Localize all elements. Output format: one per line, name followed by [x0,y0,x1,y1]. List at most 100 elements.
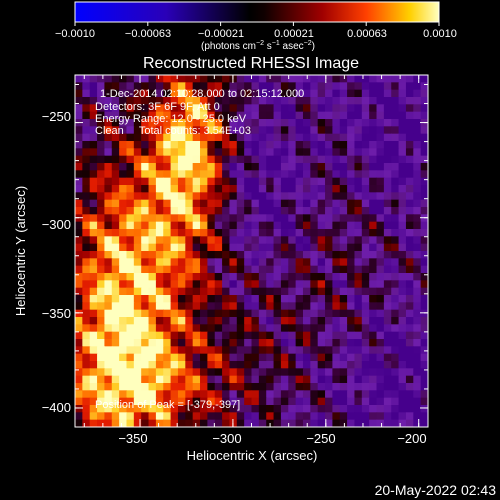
heatmap-cell [119,133,128,142]
heatmap-cell [391,133,400,142]
heatmap-cell [288,185,297,193]
heatmap-cell [222,104,231,113]
heatmap-cell [104,361,113,369]
heatmap-cell [266,302,275,311]
heatmap-cell [244,126,253,135]
heatmap-cell [141,361,150,369]
heatmap-cell [155,243,164,252]
heatmap-cell [222,148,231,157]
heatmap-cell [361,119,370,127]
heatmap-cell [376,273,385,281]
heatmap-cell [266,251,275,259]
heatmap-cell [302,177,311,186]
heatmap-cell [369,280,378,289]
heatmap-cell [104,170,113,179]
heatmap-cell [310,346,319,355]
heatmap-cell [82,361,91,369]
heatmap-cell [398,141,407,149]
heatmap-cell [251,412,260,421]
heatmap-cell [104,177,113,186]
heatmap-cell [111,375,120,384]
heatmap-cell [420,221,428,230]
heatmap-cell [75,309,83,318]
heatmap-cell [398,265,407,274]
heatmap-cell [347,75,356,83]
heatmap-cell [244,265,253,274]
heatmap-cell [236,397,245,406]
heatmap-cell [185,111,194,120]
heatmap-cell [163,295,172,303]
heatmap-cell [236,375,245,384]
heatmap-cell [273,324,282,333]
heatmap-cell [192,265,201,274]
heatmap-cell [119,302,128,311]
heatmap-cell [295,126,304,135]
heatmap-cell [236,89,245,98]
heatmap-cell [207,339,216,347]
heatmap-cell [288,346,297,355]
heatmap-cell [244,258,253,267]
heatmap-cell [133,397,142,406]
heatmap-cell [258,383,267,391]
heatmap-cell [170,243,179,252]
heatmap-cell [170,287,179,296]
heatmap-cell [185,258,194,267]
heatmap-cell [185,287,194,296]
heatmap-cell [398,317,407,325]
heatmap-cell [420,317,428,325]
heatmap-cell [229,89,238,98]
heatmap-cell [354,207,363,215]
heatmap-cell [200,126,208,135]
heatmap-cell [273,177,282,186]
heatmap-cell [280,405,289,413]
heatmap-cell [288,251,297,259]
heatmap-cell [391,155,400,164]
heatmap-cell [398,353,407,362]
heatmap-cell [391,126,400,135]
heatmap-cell [126,287,135,296]
heatmap-cell [75,368,83,377]
heatmap-cell [420,353,428,362]
heatmap-cell [244,104,253,113]
heatmap-cell [126,236,135,245]
heatmap-cell [75,412,83,421]
heatmap-cell [200,324,208,333]
heatmap-cell [251,368,260,377]
heatmap-cell [280,229,289,237]
annotation-energy-range: Energy Range: 12.0 - 25.0 keV [95,113,247,125]
heatmap-cell [104,317,113,325]
heatmap-cell [229,170,238,179]
heatmap-cell [295,155,304,164]
heatmap-cell [141,214,150,223]
heatmap-cell [126,390,135,399]
heatmap-cell [133,353,142,362]
heatmap-cell [332,331,341,340]
heatmap-cell [317,111,326,120]
heatmap-cell [302,82,311,91]
heatmap-cell [214,273,223,281]
heatmap-cell [391,185,400,193]
heatmap-cell [104,375,113,384]
heatmap-cell [222,265,231,274]
heatmap-cell [148,368,157,377]
heatmap-cell [229,412,238,421]
heatmap-cell [383,97,392,105]
heatmap-cell [214,346,223,355]
heatmap-cell [295,324,304,333]
heatmap-cell [163,221,172,230]
heatmap-cell [332,412,341,421]
heatmap-cell [420,177,428,186]
heatmap-cell [214,353,223,362]
heatmap-cell [295,368,304,377]
heatmap-cell [97,82,106,91]
heatmap-cell [89,331,98,340]
heatmap-cell [200,148,208,157]
heatmap-cell [273,126,282,135]
heatmap-cell [258,258,267,267]
heatmap-cell [302,126,311,135]
heatmap-cell [236,192,245,201]
heatmap-cell [185,199,194,208]
heatmap-cell [413,346,422,355]
peak-position-label: Position of Peak = [-379,-397] [95,399,240,411]
heatmap-cell [383,185,392,193]
